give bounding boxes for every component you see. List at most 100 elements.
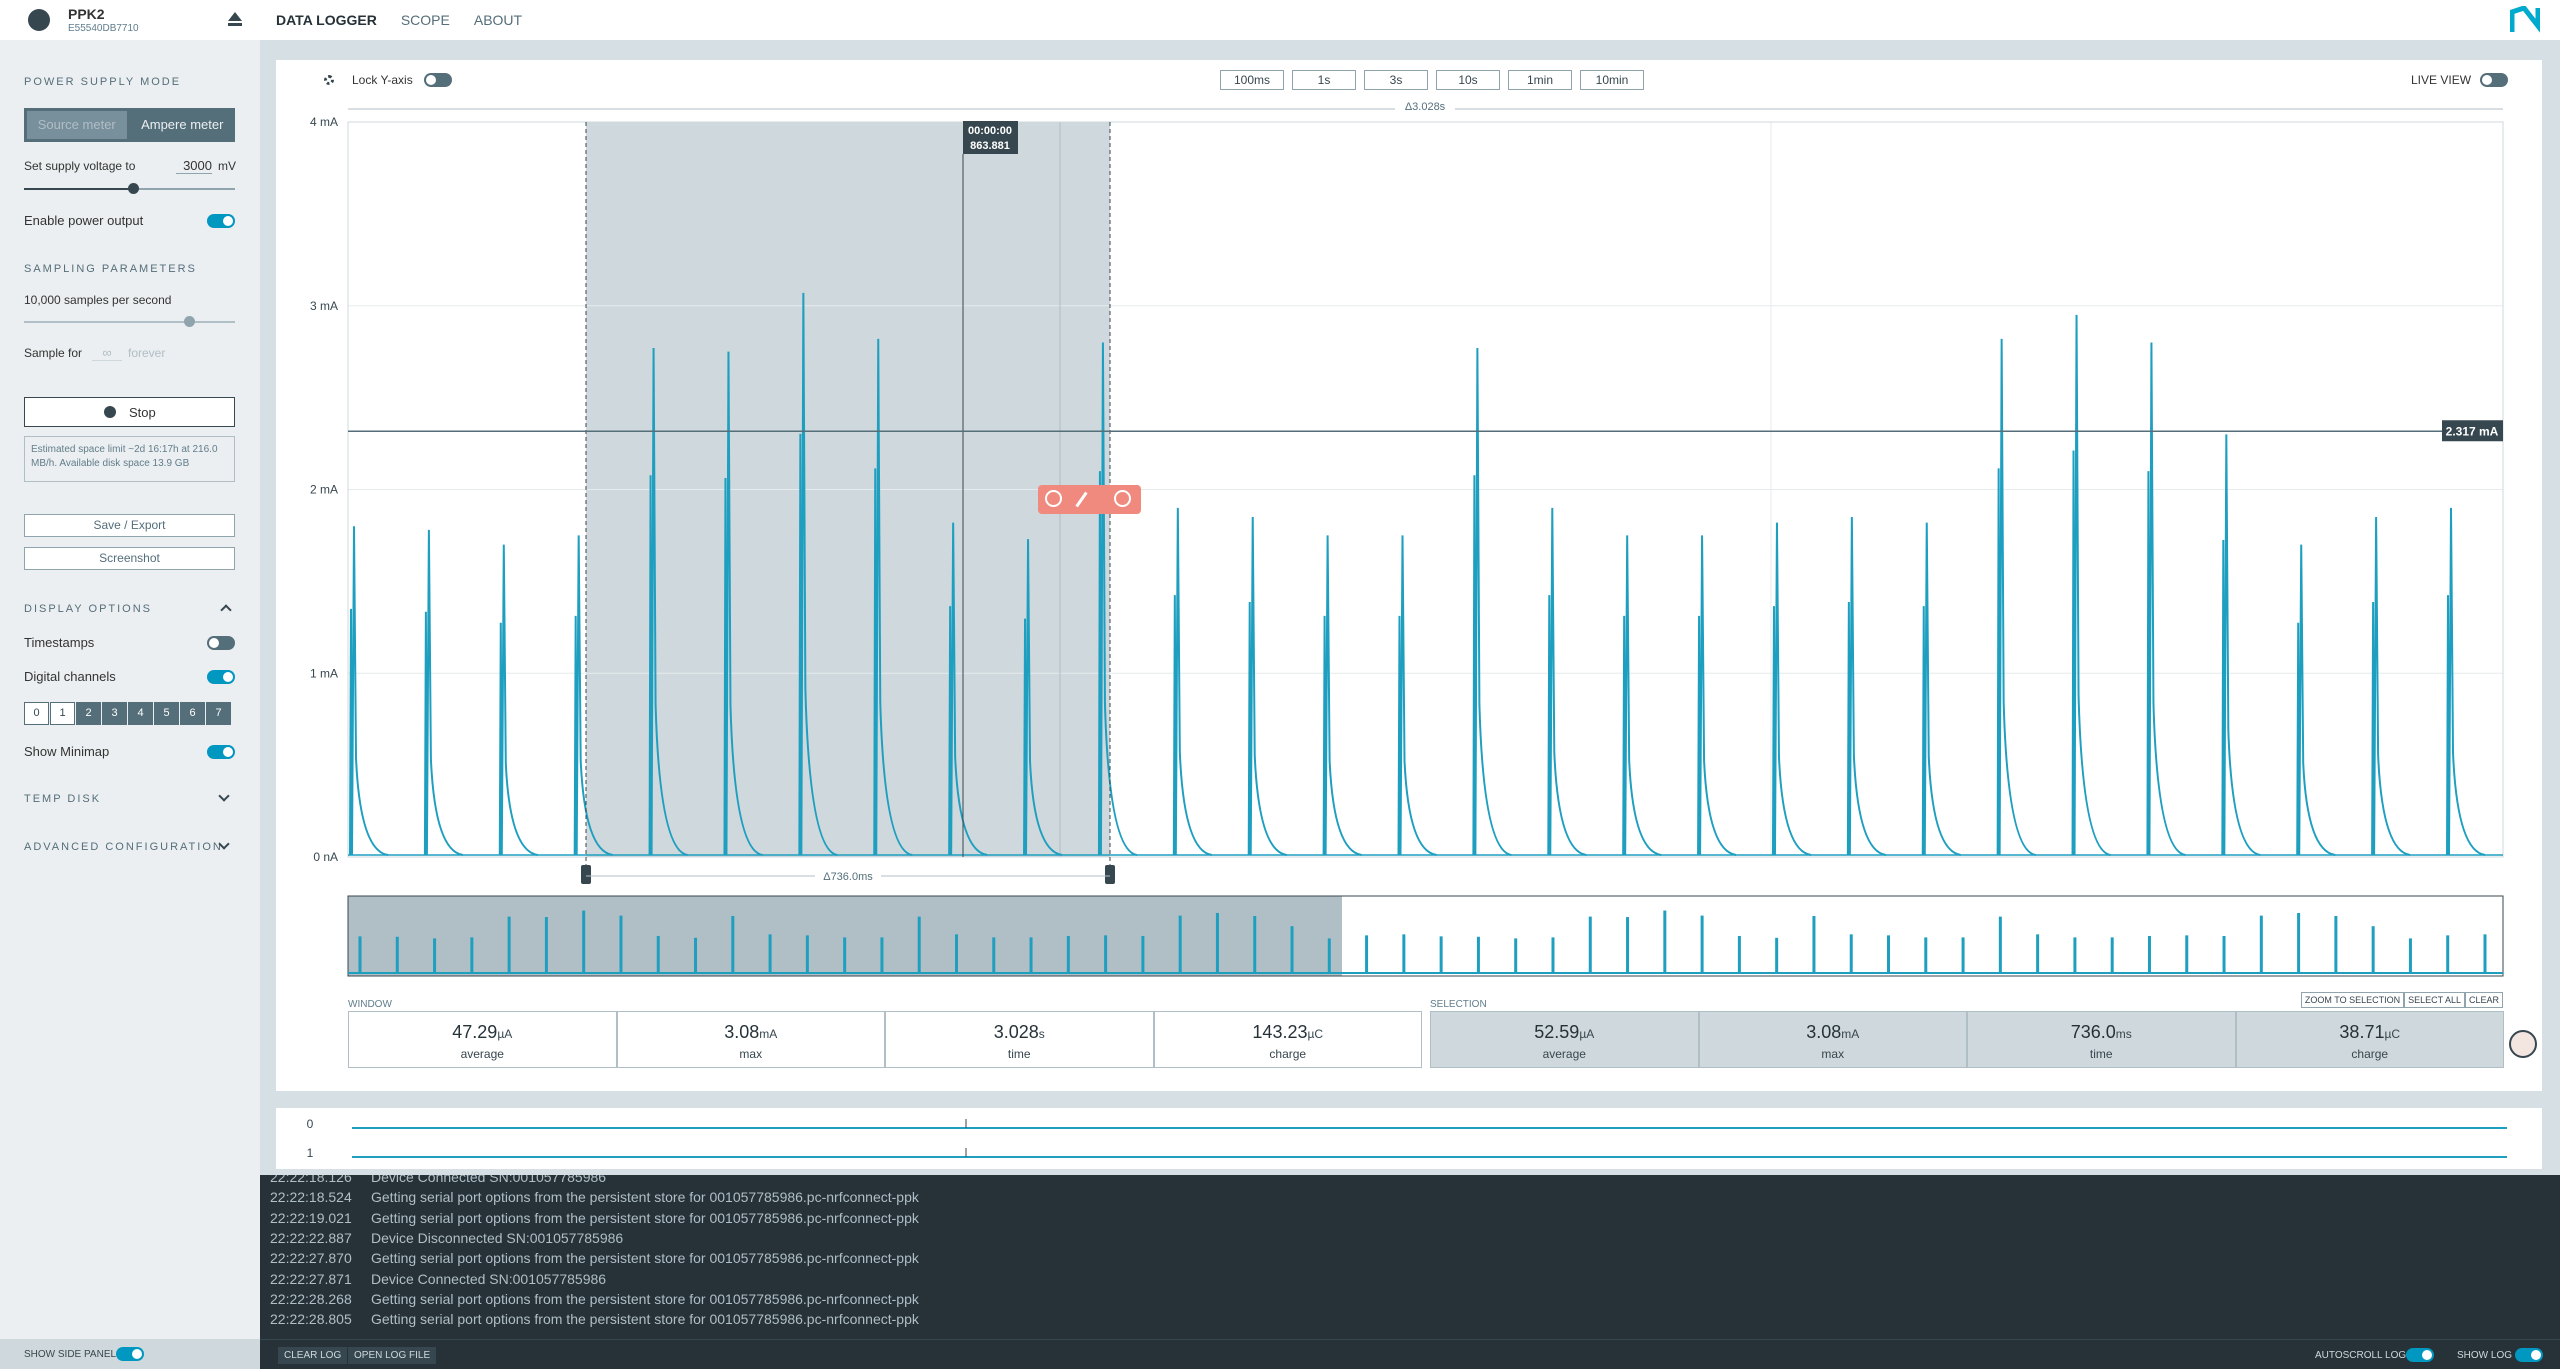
- digital-toggle[interactable]: [207, 670, 235, 684]
- log-message: Getting serial port options from the per…: [371, 1290, 919, 1307]
- channel-button[interactable]: 0: [24, 702, 49, 725]
- nav-tab[interactable]: SCOPE: [400, 12, 450, 28]
- window-button[interactable]: 1s: [1292, 70, 1356, 90]
- enable-output-label: Enable power output: [24, 213, 144, 228]
- stat-value-row: 736.0ms: [1968, 1022, 2235, 1043]
- stat-value-row: 52.59µA: [1431, 1022, 1698, 1043]
- log-row: 22:22:28.805 Getting serial port options …: [270, 1311, 919, 1327]
- show-side-panel-toggle[interactable]: [116, 1347, 144, 1361]
- channel-button[interactable]: 2: [76, 702, 101, 725]
- log-message: Getting serial port options from the per…: [371, 1209, 919, 1226]
- search-icon[interactable]: [1114, 490, 1131, 507]
- log-row: 22:22:22.887 Device Disconnected SN:00105…: [270, 1230, 623, 1246]
- magic-icon[interactable]: [1075, 491, 1088, 508]
- clear-log-button[interactable]: CLEAR LOG: [278, 1347, 348, 1364]
- channel-button[interactable]: 3: [102, 702, 127, 725]
- section-title[interactable]: TEMP DISK: [24, 793, 102, 805]
- voltage-input[interactable]: 3000: [176, 158, 212, 174]
- channel-button[interactable]: 4: [128, 702, 153, 725]
- sample-for-label: Sample for: [24, 346, 83, 360]
- log-message: Device Disconnected SN:001057785986: [371, 1229, 624, 1246]
- selection-action[interactable]: CLEAR: [2464, 992, 2503, 1008]
- current-spike: [1172, 507, 1213, 856]
- stat-unit: µC: [2384, 1027, 2401, 1041]
- stat-value-row: 3.08mA: [618, 1022, 885, 1043]
- stat-unit: mA: [759, 1027, 778, 1041]
- window-button[interactable]: 10min: [1580, 70, 1644, 90]
- nav: DATA LOGGER SCOPE ABOUT: [276, 12, 522, 28]
- stat-box: 736.0ms time: [1967, 1011, 2236, 1068]
- autoscroll-toggle[interactable]: [2406, 1348, 2434, 1362]
- mode-button[interactable]: Source meter: [27, 111, 127, 139]
- stat-label: max: [1821, 1047, 1845, 1061]
- selection-delta: Δ736.0ms: [823, 871, 873, 883]
- show-log-toggle[interactable]: [2515, 1348, 2543, 1362]
- top-bar: PPK2 E55540DB7710 DATA LOGGER SCOPE ABOUT: [0, 0, 2560, 40]
- current-spike: [1771, 522, 1812, 856]
- stat-box: 3.028s time: [885, 1011, 1154, 1068]
- stat-label: charge: [2351, 1047, 2389, 1061]
- sample-rate: 10,000 samples per second: [24, 293, 172, 307]
- timestamps-toggle[interactable]: [207, 636, 235, 650]
- channel-button[interactable]: 7: [206, 702, 231, 725]
- stat-value-row: 3.028s: [886, 1022, 1153, 1043]
- current-spike: [2071, 314, 2111, 856]
- live-label: LIVE VIEW: [2411, 73, 2472, 87]
- section-title[interactable]: ADVANCED CONFIGURATION: [24, 841, 223, 853]
- log-time: 22:22:28.805: [270, 1311, 352, 1328]
- window-button[interactable]: 10s: [1436, 70, 1500, 90]
- nav-tab[interactable]: DATA LOGGER: [276, 12, 377, 28]
- stat-unit: µA: [1579, 1027, 1595, 1041]
- assistant-avatar[interactable]: [2509, 1030, 2537, 1058]
- live-toggle[interactable]: [2480, 73, 2508, 87]
- rate-slider[interactable]: [24, 321, 235, 323]
- selection-action[interactable]: ZOOM TO SELECTION: [2300, 992, 2405, 1008]
- lock-toggle[interactable]: [424, 73, 452, 87]
- settings-icon[interactable]: [324, 75, 334, 85]
- sample-for-input[interactable]: ∞: [92, 345, 122, 361]
- cursor-value: 863.881: [970, 140, 1010, 152]
- screenshot-button[interactable]: Screenshot: [24, 547, 235, 570]
- window-button[interactable]: 1min: [1508, 70, 1572, 90]
- window-title: WINDOW: [348, 999, 392, 1010]
- level-label: 2.317 mA: [2446, 424, 2499, 438]
- mode-button[interactable]: Ampere meter: [141, 117, 224, 132]
- current-spike: [1697, 535, 1737, 856]
- channel-button[interactable]: 5: [154, 702, 179, 725]
- window-button[interactable]: 3s: [1364, 70, 1428, 90]
- stat-unit: mA: [1841, 1027, 1860, 1041]
- section-title: DISPLAY OPTIONS: [24, 603, 153, 615]
- log-row: 22:22:28.268 Getting serial port options …: [270, 1291, 919, 1307]
- slider-knob[interactable]: [128, 183, 139, 194]
- window-button[interactable]: 100ms: [1220, 70, 1284, 90]
- y-tick-label: 0 nA: [313, 850, 338, 864]
- channel-button[interactable]: 1: [50, 702, 75, 725]
- enable-output-toggle[interactable]: [207, 214, 235, 228]
- selection-action[interactable]: SELECT ALL: [2404, 992, 2465, 1008]
- timestamps-label: Timestamps: [24, 635, 95, 650]
- slider-knob[interactable]: [184, 316, 195, 327]
- plot-frame: [347, 121, 2504, 858]
- selection-title: SELECTION: [1430, 999, 1487, 1010]
- minimap-toggle[interactable]: [207, 745, 235, 759]
- device-icon[interactable]: [28, 9, 50, 31]
- save-button[interactable]: Save / Export: [24, 514, 235, 537]
- eject-icon[interactable]: [228, 12, 242, 21]
- ai-toolbar[interactable]: [1038, 485, 1141, 514]
- stop-button[interactable]: Stop: [24, 397, 235, 427]
- log-time: 22:22:18.524: [270, 1189, 352, 1206]
- nav-tab[interactable]: ABOUT: [473, 12, 523, 28]
- log-time: 22:22:27.870: [270, 1250, 352, 1267]
- current-spike: [1397, 535, 1437, 856]
- open-log-button[interactable]: OPEN LOG FILE: [348, 1347, 437, 1364]
- device-serial: E55540DB7710: [68, 23, 139, 34]
- stop-icon: [104, 406, 116, 418]
- ai-icon[interactable]: [1045, 490, 1062, 507]
- side-footer: SHOW SIDE PANEL: [0, 1339, 260, 1369]
- channel-button[interactable]: 6: [180, 702, 205, 725]
- lock-label: Lock Y-axis: [352, 73, 413, 87]
- sample-for-unit[interactable]: forever: [128, 346, 166, 360]
- current-spike: [1547, 507, 1587, 856]
